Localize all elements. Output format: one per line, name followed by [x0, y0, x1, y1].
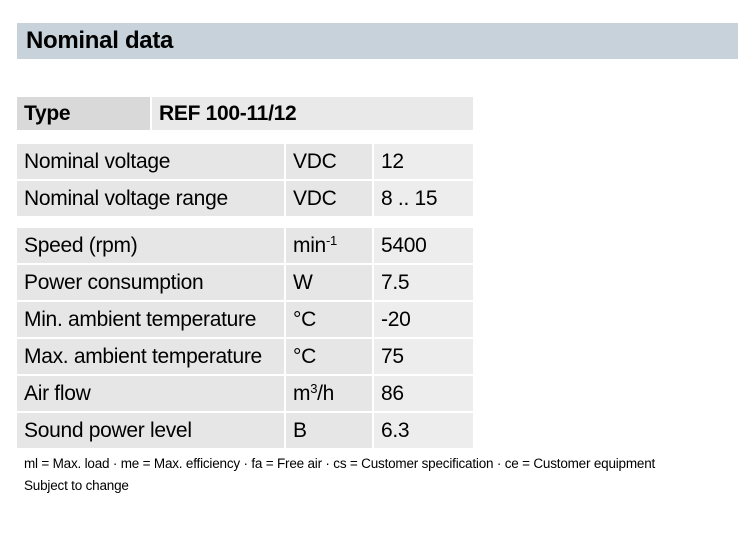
table-row: Nominal voltage range VDC 8 .. 15 [17, 181, 473, 216]
table-row: Nominal voltage VDC 12 [17, 144, 473, 179]
type-label: Type [17, 97, 152, 130]
row-label: Speed (rpm) [17, 228, 286, 263]
unit-superscript: -1 [325, 233, 337, 248]
row-label: Power consumption [17, 265, 286, 300]
unit-base: min [293, 234, 326, 257]
row-label: Max. ambient temperature [17, 339, 286, 374]
row-unit: W [286, 265, 374, 300]
type-row: Type REF 100-11/12 [17, 97, 473, 130]
row-unit: min-1 [286, 228, 374, 263]
row-value: 75 [374, 339, 473, 374]
row-value: 12 [374, 144, 473, 179]
table-row: Power consumption W 7.5 [17, 265, 473, 300]
unit-tail: /h [317, 382, 335, 405]
row-label: Sound power level [17, 413, 286, 448]
row-label: Air flow [17, 376, 286, 411]
abbreviation-legend: ml = Max. load · me = Max. efficiency · … [24, 456, 656, 471]
row-unit: VDC [286, 144, 374, 179]
row-label: Nominal voltage range [17, 181, 286, 216]
table-row: Max. ambient temperature °C 75 [17, 339, 473, 374]
table-row: Sound power level B 6.3 [17, 413, 473, 448]
row-value: 6.3 [374, 413, 473, 448]
unit-base: m [293, 382, 311, 405]
row-value: 8 .. 15 [374, 181, 473, 216]
unit-superscript: 3 [310, 381, 318, 396]
performance-table: Speed (rpm) min-1 5400 Power consumption… [17, 226, 473, 450]
change-notice: Subject to change [24, 478, 129, 493]
voltage-table: Nominal voltage VDC 12 Nominal voltage r… [17, 142, 473, 218]
row-unit: °C [286, 302, 374, 337]
row-unit: B [286, 413, 374, 448]
row-value: -20 [374, 302, 473, 337]
table-row: Air flow m3/h 86 [17, 376, 473, 411]
section-title: Nominal data [17, 23, 738, 59]
table-row: Speed (rpm) min-1 5400 [17, 228, 473, 263]
row-unit: VDC [286, 181, 374, 216]
type-value: REF 100-11/12 [152, 97, 473, 130]
row-label: Min. ambient temperature [17, 302, 286, 337]
row-label: Nominal voltage [17, 144, 286, 179]
row-value: 5400 [374, 228, 473, 263]
table-row: Min. ambient temperature °C -20 [17, 302, 473, 337]
row-unit: °C [286, 339, 374, 374]
row-value: 86 [374, 376, 473, 411]
type-table: Type REF 100-11/12 [17, 95, 473, 132]
row-unit: m3/h [286, 376, 374, 411]
row-value: 7.5 [374, 265, 473, 300]
